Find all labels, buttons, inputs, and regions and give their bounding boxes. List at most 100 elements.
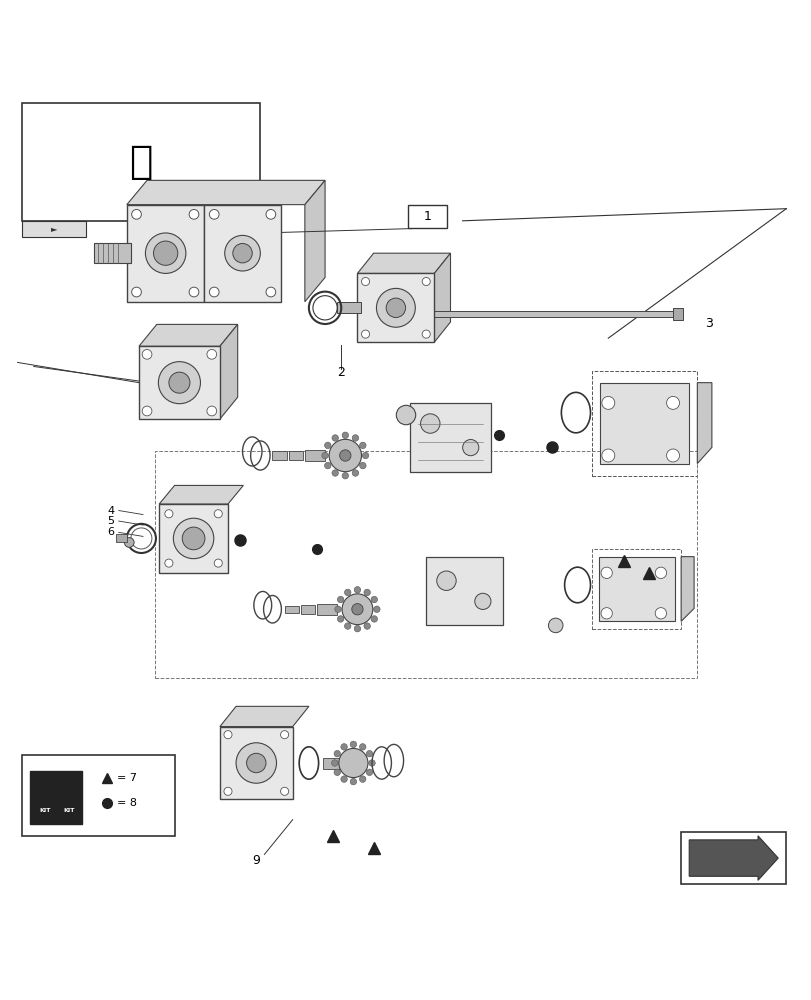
Circle shape (165, 559, 173, 567)
Circle shape (281, 787, 288, 795)
Circle shape (420, 414, 440, 433)
Circle shape (366, 769, 372, 776)
Circle shape (341, 432, 348, 438)
Bar (430, 311, 672, 317)
Circle shape (331, 760, 337, 766)
Circle shape (142, 406, 152, 416)
Polygon shape (127, 180, 324, 205)
Polygon shape (680, 557, 693, 621)
Circle shape (474, 593, 491, 609)
Bar (323, 758, 339, 769)
Bar (94, 243, 131, 263)
Circle shape (547, 618, 562, 633)
Circle shape (173, 518, 213, 559)
Circle shape (334, 606, 341, 612)
Circle shape (350, 741, 356, 748)
Circle shape (169, 372, 190, 393)
Text: 4: 4 (107, 506, 114, 516)
Circle shape (601, 449, 614, 462)
Text: KIT: KIT (40, 808, 51, 813)
Circle shape (422, 330, 430, 338)
Circle shape (341, 744, 347, 750)
Bar (591, 371, 697, 476)
Polygon shape (357, 253, 450, 273)
Circle shape (361, 277, 369, 286)
Circle shape (600, 567, 611, 578)
Bar (598, 557, 674, 621)
Text: 2: 2 (337, 366, 345, 379)
Polygon shape (304, 180, 324, 302)
Polygon shape (139, 324, 238, 346)
Bar (155, 451, 697, 678)
Circle shape (224, 787, 232, 795)
Bar (139, 346, 220, 419)
Polygon shape (220, 324, 238, 419)
Circle shape (182, 527, 204, 550)
Circle shape (341, 594, 372, 625)
Text: 6: 6 (107, 527, 114, 537)
Circle shape (366, 750, 372, 757)
Text: 5: 5 (107, 516, 114, 526)
Circle shape (354, 625, 360, 632)
Circle shape (214, 510, 222, 518)
Circle shape (324, 462, 331, 469)
Circle shape (386, 298, 406, 318)
Circle shape (363, 623, 370, 629)
Circle shape (376, 288, 414, 327)
Circle shape (131, 287, 141, 297)
Circle shape (337, 596, 343, 603)
Bar (599, 383, 689, 464)
Bar (357, 273, 434, 342)
Circle shape (354, 587, 360, 593)
Circle shape (131, 209, 141, 219)
Text: = 7: = 7 (117, 773, 137, 783)
Circle shape (359, 776, 366, 782)
Circle shape (281, 731, 288, 739)
Circle shape (371, 596, 377, 603)
Circle shape (601, 396, 614, 409)
Bar (304, 450, 324, 461)
Bar (159, 504, 228, 573)
Bar (316, 604, 337, 615)
Polygon shape (697, 383, 711, 464)
Polygon shape (159, 485, 243, 504)
Circle shape (158, 362, 200, 404)
Bar (22, 103, 260, 221)
Circle shape (332, 435, 338, 441)
Bar (272, 451, 287, 460)
Circle shape (207, 406, 217, 416)
Polygon shape (689, 836, 777, 880)
Circle shape (247, 753, 266, 773)
Bar (30, 771, 82, 824)
Bar (680, 832, 785, 884)
Circle shape (368, 760, 375, 766)
Circle shape (236, 743, 277, 783)
Text: ►: ► (50, 224, 57, 233)
Circle shape (361, 330, 369, 338)
Circle shape (266, 287, 276, 297)
Circle shape (338, 748, 367, 778)
Bar (285, 606, 298, 613)
Bar (410, 403, 491, 472)
Circle shape (351, 604, 363, 615)
Circle shape (189, 209, 199, 219)
Circle shape (666, 449, 679, 462)
Circle shape (209, 209, 219, 219)
Circle shape (359, 744, 366, 750)
Polygon shape (220, 706, 308, 727)
Circle shape (600, 608, 611, 619)
Circle shape (666, 396, 679, 409)
Circle shape (214, 559, 222, 567)
Text: 3: 3 (705, 317, 712, 330)
Circle shape (165, 510, 173, 518)
Bar (220, 727, 292, 799)
Circle shape (266, 209, 276, 219)
Circle shape (344, 623, 350, 629)
Polygon shape (434, 253, 450, 342)
Text: = 8: = 8 (117, 798, 137, 808)
Bar (408, 205, 447, 228)
Circle shape (654, 567, 666, 578)
Circle shape (189, 287, 199, 297)
Bar (288, 451, 303, 460)
Circle shape (359, 442, 366, 449)
